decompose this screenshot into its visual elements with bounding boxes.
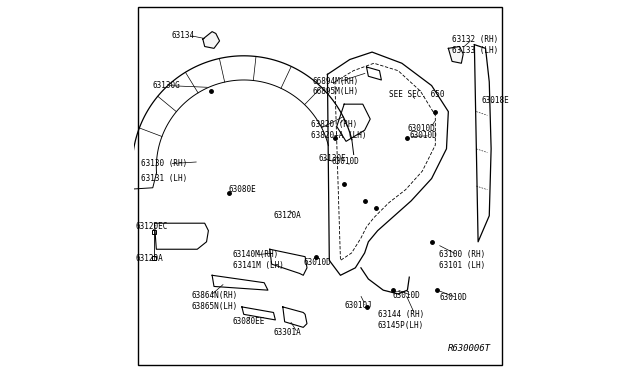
Text: 63133 (LH): 63133 (LH) [452,46,499,55]
Text: 63010D: 63010D [392,291,420,300]
Text: 63820 (RH): 63820 (RH) [310,120,357,129]
Polygon shape [449,46,463,63]
Bar [152,230,156,234]
Text: 63018E: 63018E [482,96,509,105]
Text: 63301A: 63301A [273,328,301,337]
Text: 66894M(RH): 66894M(RH) [312,77,359,86]
Text: 63010D: 63010D [331,157,359,166]
Text: 63131 (LH): 63131 (LH) [141,174,188,183]
Text: 63820+A (LH): 63820+A (LH) [310,131,366,140]
Text: SEE SEC. 650: SEE SEC. 650 [389,90,444,99]
Text: 63130 (RH): 63130 (RH) [141,159,188,168]
Text: 63141M (LH): 63141M (LH) [232,262,284,270]
Polygon shape [203,32,220,48]
Text: 63130G: 63130G [152,81,180,90]
Text: 63010D: 63010D [408,124,435,133]
Text: 63864N(RH): 63864N(RH) [191,291,238,300]
Text: 63010D: 63010D [303,258,331,267]
Text: 63145P(LH): 63145P(LH) [378,321,424,330]
Text: 63120A: 63120A [136,254,164,263]
Text: 63120EC: 63120EC [136,222,168,231]
Text: 63865N(LH): 63865N(LH) [191,302,238,311]
Text: 63080E: 63080E [229,185,257,194]
Text: 63130E: 63130E [318,154,346,163]
Text: 63132 (RH): 63132 (RH) [452,35,499,44]
Text: 63010D: 63010D [410,131,437,140]
Text: 63120A: 63120A [273,211,301,220]
Text: 63101 (LH): 63101 (LH) [439,262,485,270]
Text: 63144 (RH): 63144 (RH) [378,310,424,319]
Text: 63140M(RH): 63140M(RH) [232,250,279,259]
Text: 63100 (RH): 63100 (RH) [439,250,485,259]
Text: R630006T: R630006T [448,344,491,353]
Text: 63080EE: 63080EE [232,317,265,326]
Text: 63134: 63134 [172,31,195,40]
Text: 63010D: 63010D [439,293,467,302]
Text: 66895M(LH): 66895M(LH) [312,87,359,96]
Bar [152,256,156,260]
Text: 63010J: 63010J [344,301,372,310]
